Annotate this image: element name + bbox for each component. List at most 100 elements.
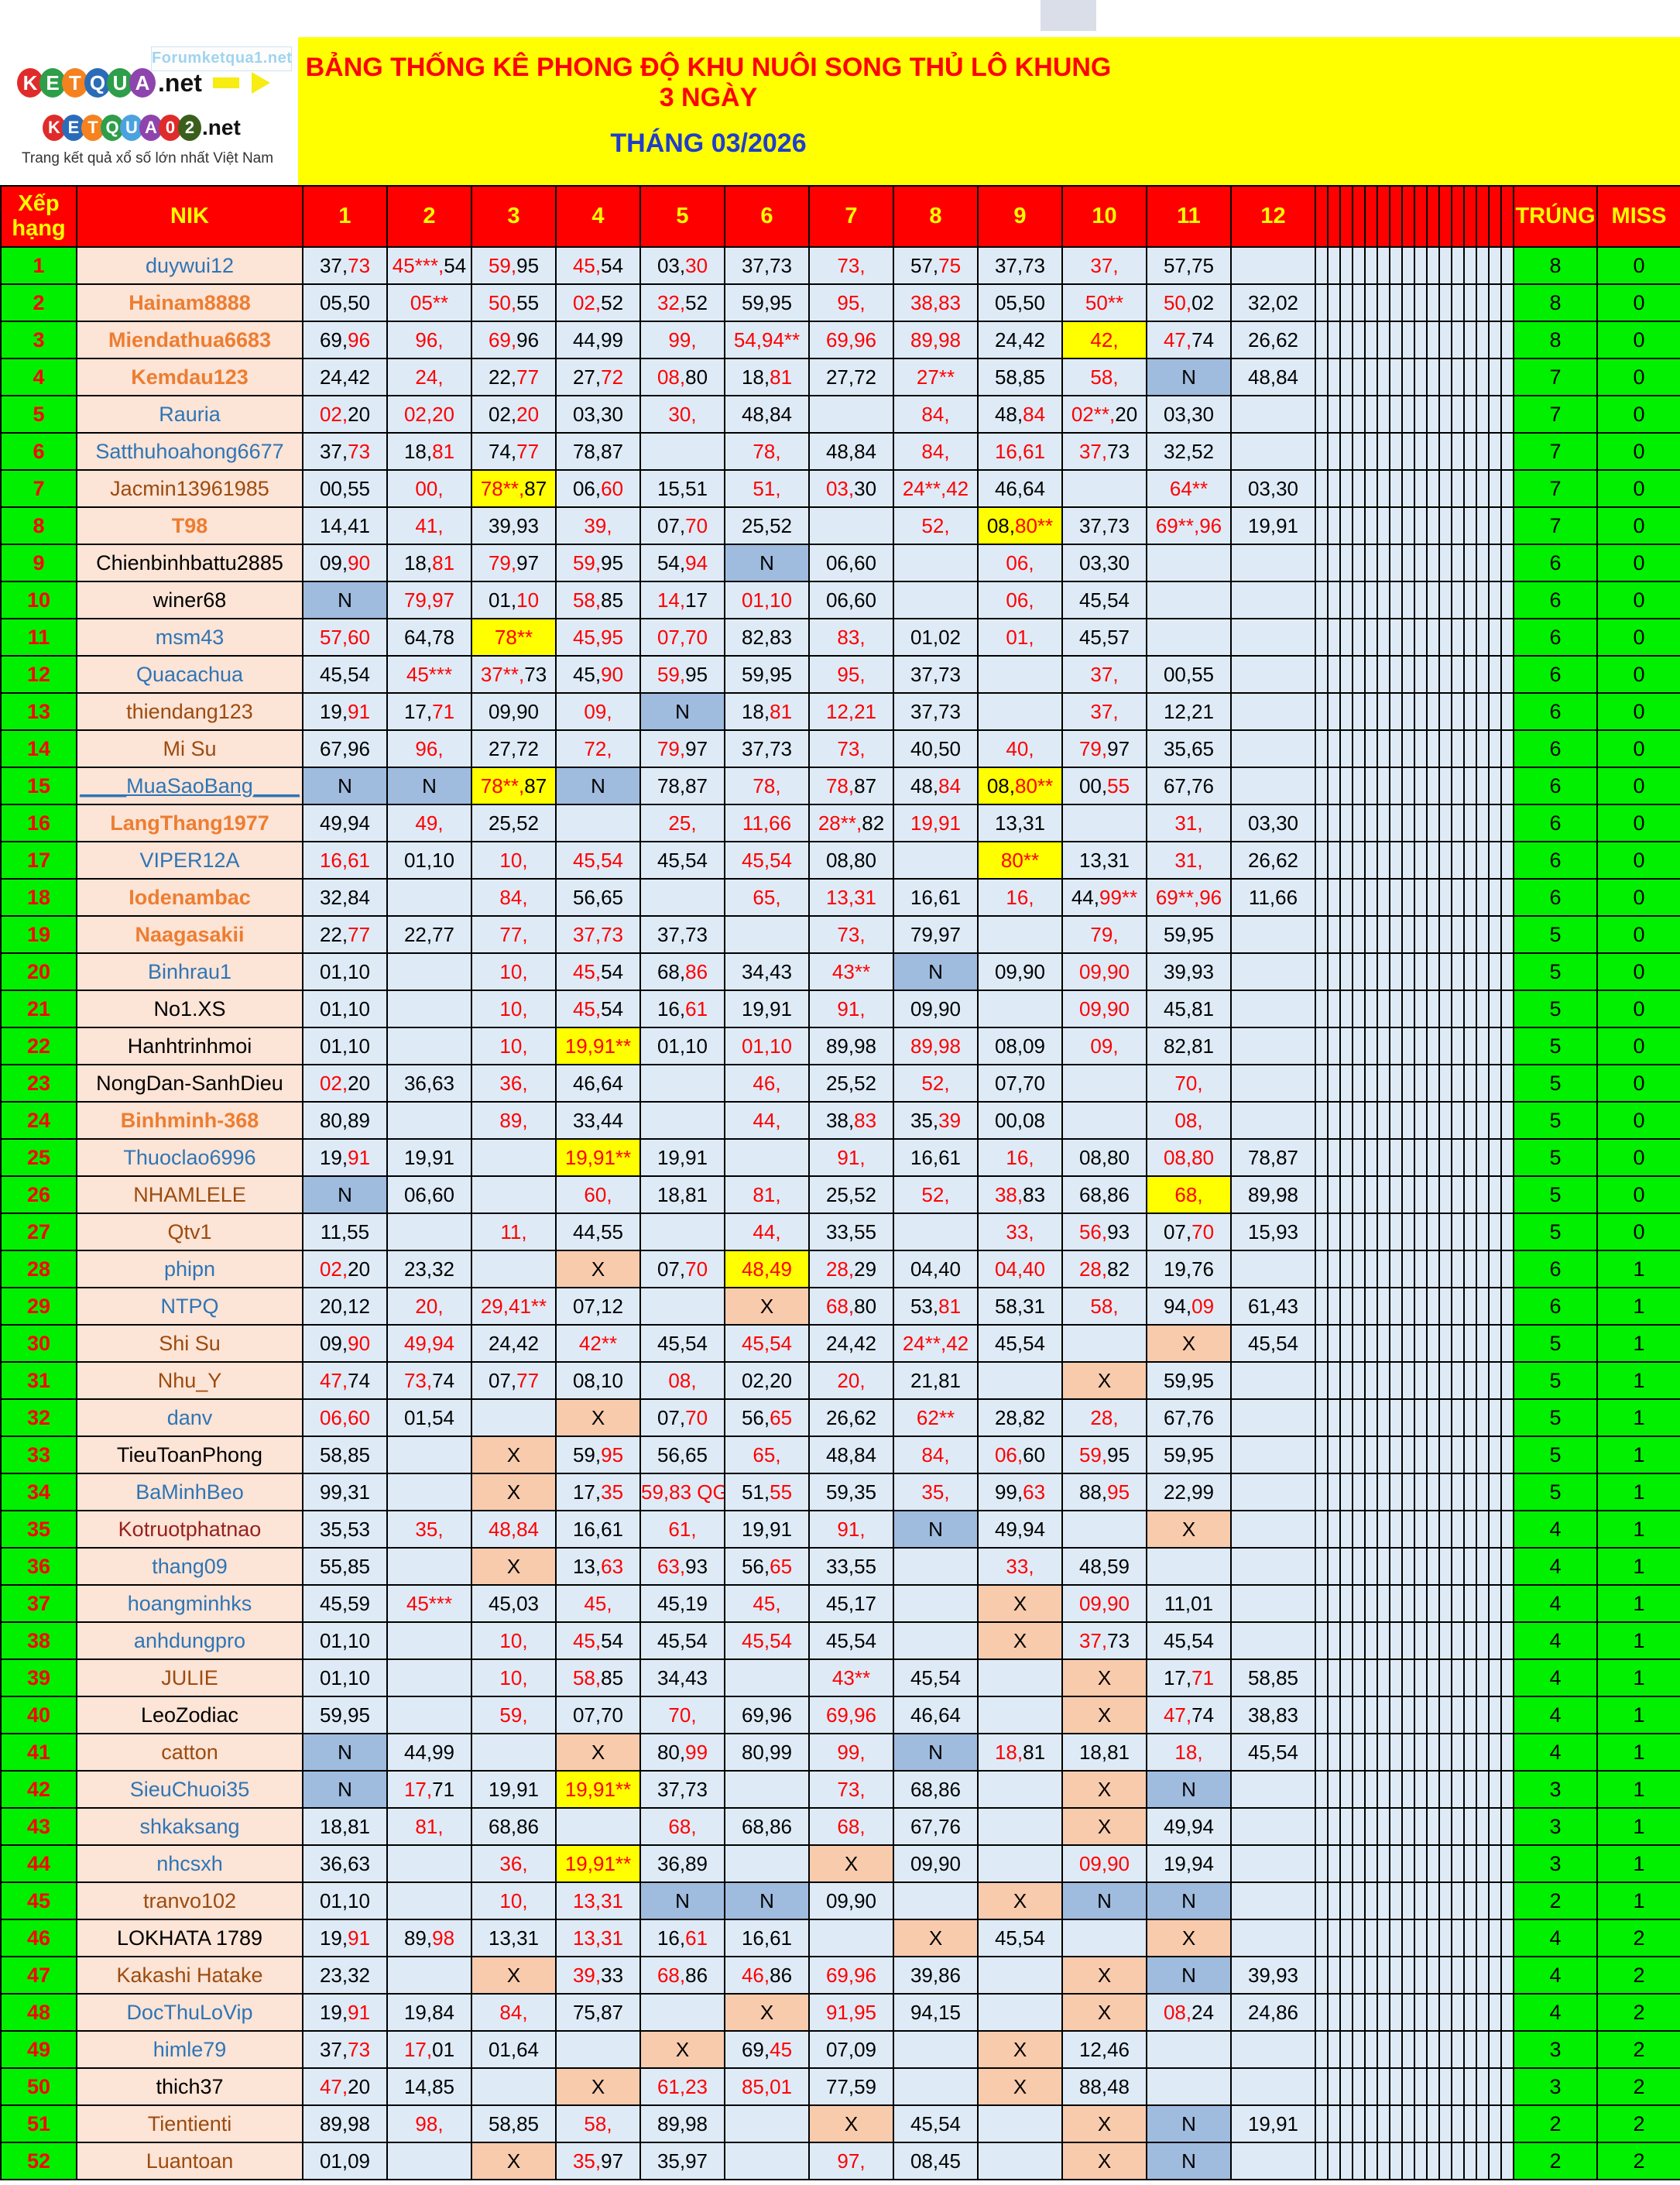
value-cell-col2: 45*** bbox=[386, 1584, 472, 1623]
value-cell-col7 bbox=[808, 1919, 894, 1957]
value-cell-col4: 39, bbox=[555, 506, 641, 545]
cell-text: 73 bbox=[348, 253, 371, 277]
value-cell-col7: 20, bbox=[808, 1361, 894, 1400]
cell-text: 55 bbox=[1107, 773, 1130, 798]
trung-cell: 3 bbox=[1513, 2067, 1598, 2106]
value-cell-col6: 68,86 bbox=[724, 1807, 810, 1846]
spacer-cell bbox=[1414, 2104, 1428, 2143]
cell-text: 82 bbox=[862, 811, 885, 835]
spacer-cell bbox=[1451, 1250, 1465, 1288]
spacer-cell bbox=[1327, 358, 1341, 396]
value-cell-col11: 03,30 bbox=[1146, 395, 1232, 434]
spacer-cell bbox=[1401, 952, 1415, 991]
nik-cell: Hainam8888 bbox=[76, 283, 303, 322]
table-row: 41 catton N 44,99 X 80,99 80,99 99, N 18,81 18,81 1… bbox=[0, 1733, 1680, 1772]
miss-cell: 0 bbox=[1596, 1138, 1680, 1177]
spacer-cell bbox=[1414, 1770, 1428, 1809]
value-cell-col1: 01,10 bbox=[302, 1658, 388, 1697]
spacer-cell bbox=[1426, 729, 1440, 768]
miss-cell: 0 bbox=[1596, 395, 1680, 434]
table-row: 14 Mi Su 67,96 96, 27,72 72, 79,97 37,73 73, 40,5… bbox=[0, 729, 1680, 768]
header-spacer bbox=[1364, 185, 1378, 248]
cell-text: 80, bbox=[657, 1740, 686, 1764]
trung-cell: 2 bbox=[1513, 2142, 1598, 2180]
cell-text: 16, bbox=[657, 1926, 686, 1950]
value-cell-col8: 01,02 bbox=[893, 618, 979, 657]
spacer-cell bbox=[1414, 321, 1428, 359]
value-cell-col7: 07,09 bbox=[808, 2030, 894, 2069]
value-cell-col12 bbox=[1230, 990, 1316, 1028]
cell-text: 13, bbox=[572, 1554, 602, 1578]
trung-cell: 2 bbox=[1513, 2104, 1598, 2143]
spacer-cell bbox=[1364, 804, 1378, 842]
spacer-cell bbox=[1438, 915, 1452, 954]
value-cell-col5: 25, bbox=[639, 804, 725, 842]
cell-text: 87 bbox=[854, 773, 877, 798]
spacer-cell bbox=[1377, 915, 1390, 954]
spacer-cell bbox=[1476, 1138, 1490, 1177]
header-spacer bbox=[1426, 185, 1440, 248]
spacer-cell bbox=[1315, 841, 1329, 880]
value-cell-col2 bbox=[386, 952, 472, 991]
value-cell-col10: 58, bbox=[1061, 358, 1147, 396]
spacer-cell bbox=[1438, 1770, 1452, 1809]
spacer-cell bbox=[1463, 395, 1477, 434]
trung-cell: 5 bbox=[1513, 1436, 1598, 1474]
spacer-cell bbox=[1339, 2030, 1353, 2069]
table-row: 10 winer68 N 79,97 01,10 58,85 14,17 01,10 06,60… bbox=[0, 581, 1680, 619]
spacer-cell bbox=[1438, 395, 1452, 434]
cell-text: 18, bbox=[994, 1740, 1023, 1764]
value-cell-col9: 09,90 bbox=[977, 952, 1063, 991]
spacer-cell bbox=[1463, 1324, 1477, 1363]
spacer-cell bbox=[1327, 952, 1341, 991]
spacer-cell bbox=[1327, 1510, 1341, 1549]
value-cell-col1: 09,90 bbox=[302, 544, 388, 582]
spacer-cell bbox=[1339, 655, 1353, 694]
cell-text: 03, bbox=[657, 253, 686, 277]
value-cell-col9 bbox=[977, 2104, 1063, 2143]
value-cell-col3: 48,84 bbox=[471, 1510, 557, 1549]
cell-text: 70 bbox=[685, 1405, 708, 1429]
value-cell-col4: 16,61 bbox=[555, 1510, 641, 1549]
value-cell-col2: 81, bbox=[386, 1807, 472, 1846]
value-cell-col6: 25,52 bbox=[724, 506, 810, 545]
spacer-cell bbox=[1438, 506, 1452, 545]
value-cell-col9 bbox=[977, 1807, 1063, 1846]
spacer-cell bbox=[1438, 692, 1452, 731]
value-cell-col11: 08,80 bbox=[1146, 1138, 1232, 1177]
spacer-cell bbox=[1315, 767, 1329, 805]
value-cell-col4: 58, bbox=[555, 2104, 641, 2143]
spacer-cell bbox=[1389, 283, 1403, 322]
spacer-cell bbox=[1488, 1101, 1502, 1140]
spacer-cell bbox=[1414, 544, 1428, 582]
spacer-cell bbox=[1389, 1510, 1403, 1549]
spacer-cell bbox=[1476, 1361, 1490, 1400]
spacer-cell bbox=[1500, 804, 1514, 842]
cell-text: 54, bbox=[657, 551, 686, 575]
cell-text: 81 bbox=[432, 551, 455, 575]
cell-text: 51, bbox=[741, 1480, 770, 1504]
value-cell-col10: X bbox=[1061, 1658, 1147, 1697]
cell-text: 97 bbox=[601, 2149, 624, 2173]
spacer-cell bbox=[1377, 804, 1390, 842]
value-cell-col1: 35,53 bbox=[302, 1510, 388, 1549]
spacer-cell bbox=[1500, 1733, 1514, 1772]
spacer-cell bbox=[1426, 432, 1440, 471]
value-cell-col5: 18,81 bbox=[639, 1175, 725, 1214]
cell-text: 07, bbox=[1163, 1219, 1192, 1243]
spacer-cell bbox=[1401, 1287, 1415, 1326]
value-cell-col9: 08,80** bbox=[977, 767, 1063, 805]
trung-cell: 6 bbox=[1513, 581, 1598, 619]
value-cell-col3: 01,10 bbox=[471, 581, 557, 619]
spacer-cell bbox=[1488, 1807, 1502, 1846]
spacer-cell bbox=[1414, 1064, 1428, 1103]
miss-cell: 0 bbox=[1596, 952, 1680, 991]
miss-cell: 0 bbox=[1596, 692, 1680, 731]
spacer-cell bbox=[1389, 767, 1403, 805]
cell-text: 73 bbox=[348, 2037, 371, 2061]
cell-text: 61 bbox=[685, 996, 708, 1020]
value-cell-col7: 73, bbox=[808, 915, 894, 954]
value-cell-col6: 34,43 bbox=[724, 952, 810, 991]
table-row: 18 Iodenambac 32,84 84, 56,65 65, 13,31 16,61 16… bbox=[0, 878, 1680, 917]
